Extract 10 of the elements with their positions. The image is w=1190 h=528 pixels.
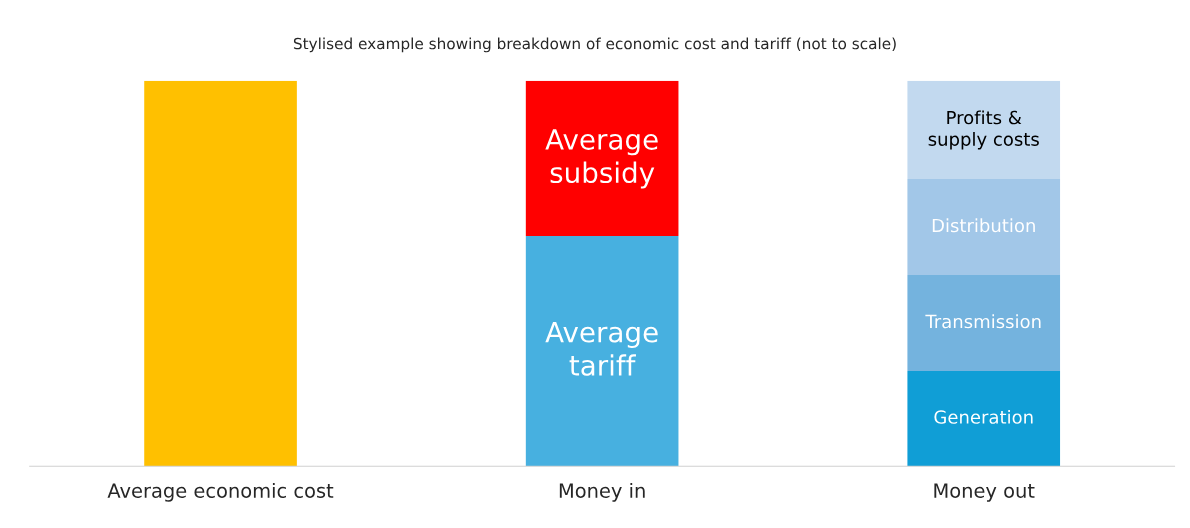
series-label: Generation xyxy=(934,409,1033,424)
series-label: Average subsidy xyxy=(545,129,658,189)
x-tick-label: Average economic cost xyxy=(107,482,334,502)
x-tick-label: Money in xyxy=(559,482,645,502)
x-tick-label: Money out xyxy=(934,483,1035,502)
series-label: Average tariff xyxy=(545,321,658,376)
chart-title: Stylised example showing breakdown of economic cost and tariff (not to scale) xyxy=(293,37,896,53)
series-label: Profits & supply costs xyxy=(928,110,1039,150)
series-label: Distribution xyxy=(932,218,1035,233)
series-label: Transmission xyxy=(925,314,1041,329)
